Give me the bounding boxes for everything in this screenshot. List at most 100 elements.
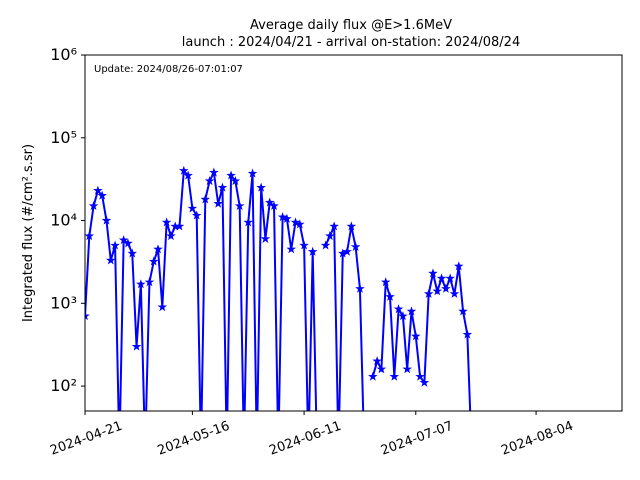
data-marker [191,210,202,220]
data-marker [183,170,193,180]
data-marker [346,221,357,231]
data-marker [88,200,99,211]
y-tick-label: 10⁶ [50,45,77,64]
data-marker [299,240,309,250]
data-marker [454,261,464,271]
data-marker [295,219,305,229]
data-marker [406,306,417,316]
axes-frame [84,54,623,412]
data-marker [338,248,348,258]
y-tick-label: 10³ [50,293,77,312]
chart-subtitle: launch : 2024/04/21 - arrival on-station… [182,35,520,50]
data-marker [140,446,150,455]
data-marker [467,446,477,455]
data-marker [247,168,258,178]
data-marker [106,255,116,265]
data-marker [385,291,395,301]
data-marker [123,238,133,248]
data-marker [217,182,228,192]
data-marker [419,377,430,387]
data-marker [161,217,172,227]
data-marker [441,283,451,293]
data-marker [256,182,266,192]
data-marker [355,283,365,293]
data-marker [320,240,331,250]
data-marker [376,364,387,374]
data-marker [157,302,168,312]
data-marker [144,277,155,287]
data-marker [204,176,215,186]
data-marker [170,221,180,231]
data-marker [368,371,378,381]
data-marker [334,446,344,455]
data-marker [118,235,129,245]
data-marker [432,286,443,296]
data-marker [458,306,468,316]
data-marker [342,246,352,256]
data-marker [179,165,189,175]
data-marker [372,356,382,366]
data-marker [230,176,241,186]
y-tick-label: 10² [50,376,77,395]
data-marker [209,167,219,177]
data-marker [393,304,404,314]
plot-area [85,165,477,455]
data-marker [85,231,95,241]
data-marker [282,213,292,223]
data-marker [428,268,438,278]
data-marker [200,194,211,204]
x-tick-label: 2024-06-11 [267,419,343,459]
x-tick-label: 2024-04-21 [48,419,124,459]
x-tick-label: 2024-07-07 [379,419,455,459]
data-marker [329,221,339,231]
data-marker [136,279,146,289]
data-marker [127,248,138,258]
data-marker [445,273,455,283]
data-marker [398,311,408,321]
chart-title: Average daily flux @E>1.6MeV [250,18,452,33]
data-marker [85,311,90,321]
data-marker [449,288,460,298]
data-marker [153,244,163,254]
data-marker [264,197,275,207]
data-marker [350,241,361,251]
data-marker [260,233,271,243]
data-marker [269,200,279,211]
data-marker [226,170,236,180]
data-marker [174,221,185,231]
data-marker [148,256,159,266]
data-marker [131,341,142,351]
data-marker [307,246,318,256]
data-marker [187,203,198,213]
data-marker [110,240,120,250]
x-tick-label: 2024-05-16 [156,419,232,459]
data-marker [101,215,112,225]
data-marker [359,446,369,455]
data-marker [402,364,412,374]
data-marker [389,371,400,381]
data-marker [97,190,107,200]
data-marker [325,231,335,241]
annotation: Update: 2024/08/26-07:01:07 [94,64,243,75]
data-marker [304,446,314,455]
data-marker [196,446,206,455]
data-marker [277,212,288,222]
data-marker [312,446,322,455]
data-marker [234,200,245,211]
data-marker [436,273,447,283]
data-marker [415,371,425,381]
x-tick-label: 2024-08-04 [499,419,575,459]
data-marker [380,277,391,287]
data-marker [411,331,421,341]
data-marker [93,185,103,195]
y-tick-label: 10⁴ [50,211,77,230]
data-marker [239,446,249,455]
data-marker [115,446,125,455]
data-marker [222,446,232,455]
data-marker [166,231,176,241]
data-marker [462,329,473,339]
data-marker [423,288,434,298]
data-marker [286,244,296,254]
